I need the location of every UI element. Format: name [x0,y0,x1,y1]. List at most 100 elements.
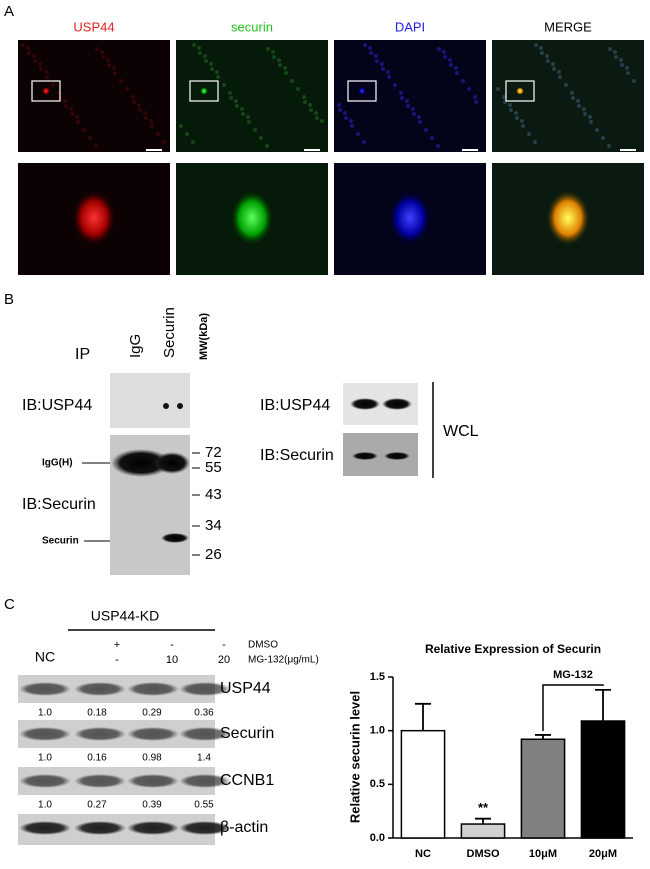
cell [520,119,524,123]
band [179,774,231,788]
cell [229,96,233,100]
cell [112,66,116,70]
error-bar [535,734,551,740]
scale-bar [304,149,320,151]
cell [63,99,67,103]
label: IB:Securin [260,447,334,464]
band [177,403,183,409]
label: 1.0 [38,800,52,811]
cell [576,99,580,103]
panel-label: B [4,291,14,308]
cell [436,144,440,148]
y-tick-label: 1.0 [370,725,385,737]
cell [443,55,447,59]
cell [132,100,136,104]
label: 0.98 [142,753,162,764]
cell [192,43,196,47]
label: 1.4 [197,753,211,764]
label: 0.18 [87,708,107,719]
label: MW(kDa) [198,313,210,360]
cell [150,124,154,128]
cell [272,55,276,59]
cell [320,119,324,123]
cell [308,103,312,107]
channel-label: DAPI [395,19,425,34]
label: 20 [218,654,230,666]
cell [131,95,135,99]
cell [571,96,575,100]
band [74,774,126,788]
cell [247,120,251,124]
inset-box [347,80,377,102]
y-tick-label: 0.5 [370,778,385,790]
label: β-actin [220,819,268,836]
cell [70,112,74,116]
scale-bar [146,149,162,151]
label: IB:USP44 [22,397,92,414]
cell [253,128,257,132]
cell [72,190,116,246]
cell [400,96,404,100]
cell [381,67,385,71]
cell [588,115,592,119]
label: - [222,639,226,651]
band [382,398,412,410]
cell [234,99,238,103]
label: IgG [127,334,144,358]
cell [533,140,537,144]
cell [557,70,561,74]
cell [625,66,629,70]
error-bar [415,702,431,731]
band [19,774,71,788]
cell [39,67,43,71]
label: IB:USP44 [260,397,330,414]
scale-bar [462,149,478,151]
cell [21,43,25,47]
cell [614,55,618,59]
cell [349,119,353,123]
band [352,452,378,460]
cell [399,91,403,95]
cell [222,83,226,87]
label: 72 [205,444,222,461]
error-bar [595,688,611,722]
band [127,727,179,741]
cell [442,50,446,54]
cell [278,63,282,67]
cell [107,63,111,67]
cell [411,107,415,111]
cell [303,100,307,104]
cell [246,115,250,119]
cell [393,83,397,87]
cell [412,112,416,116]
cell [204,59,208,63]
label: IP [75,346,90,363]
cell [337,103,341,107]
channel-label: MERGE [544,19,592,34]
cell [42,87,50,95]
cell [259,136,263,140]
label: Securin [42,536,79,547]
error-bar [475,817,491,825]
label: NC [35,649,55,665]
label: DMSO [248,640,278,651]
cell [467,87,471,91]
band [163,403,169,409]
cell [88,136,92,140]
cell [76,120,80,124]
label: + [114,639,120,651]
cell [509,108,513,112]
channel-label: USP44 [73,19,114,34]
cell [94,144,98,148]
cell [215,70,219,74]
cell [448,58,452,62]
cell [368,46,372,50]
cell [314,111,318,115]
label: 43 [205,486,222,503]
cell [430,136,434,140]
cell [626,71,630,75]
cell [388,190,432,246]
cell [235,104,239,108]
cell [27,51,31,55]
